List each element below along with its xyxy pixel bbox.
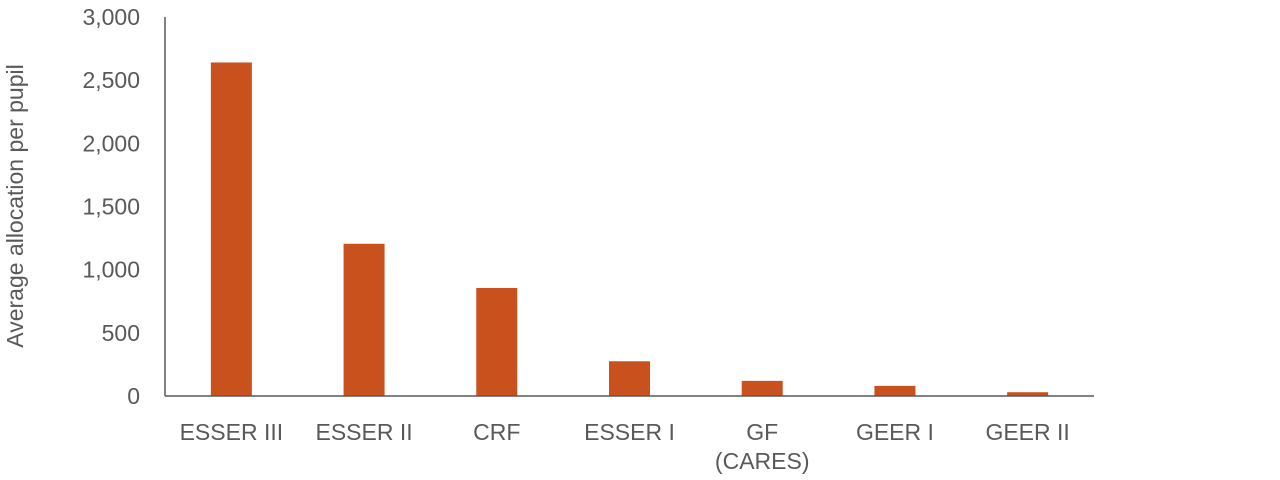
bar xyxy=(874,385,916,396)
bar xyxy=(741,380,783,396)
y-axis-title: Average allocation per pupil xyxy=(2,64,28,347)
y-tick-label: 2,000 xyxy=(82,130,140,156)
y-tick-label: 0 xyxy=(127,383,140,409)
bar xyxy=(476,287,518,396)
y-tick-label: 1,000 xyxy=(82,257,140,283)
y-tick-label: 1,500 xyxy=(82,194,140,220)
x-tick-label: GF (CARES) xyxy=(715,419,810,474)
y-tick-label: 500 xyxy=(102,320,140,346)
x-axis: ESSER III ESSER II CRF ESSER I GF (CARES) GEER… xyxy=(180,419,1070,474)
y-axis: 0 500 1,000 1,500 2,000 2,500 3,000 xyxy=(82,4,140,409)
x-tick-label: ESSER III xyxy=(180,419,284,445)
bar xyxy=(609,361,650,396)
bar xyxy=(210,62,252,396)
x-tick-label: ESSER I xyxy=(584,419,675,445)
x-tick-label: CRF xyxy=(473,419,520,445)
x-tick-label: GEER II xyxy=(985,419,1069,445)
x-tick-label: ESSER II xyxy=(315,419,412,445)
bars xyxy=(210,62,1049,396)
bar xyxy=(343,243,385,396)
y-tick-label: 3,000 xyxy=(82,4,140,30)
x-tick-label: GEER I xyxy=(856,419,934,445)
y-tick-label: 2,500 xyxy=(82,67,140,93)
bar xyxy=(1007,392,1049,396)
